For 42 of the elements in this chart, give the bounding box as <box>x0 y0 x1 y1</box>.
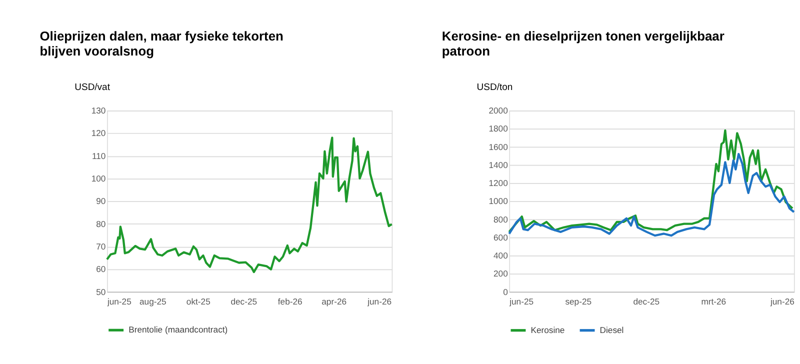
y-tick-label: 100 <box>91 173 106 184</box>
y-tick-label: 60 <box>96 264 106 274</box>
y-tick-label: 90 <box>96 196 106 206</box>
y-tick-label: 120 <box>91 128 106 138</box>
x-tick-label: sep-25 <box>565 296 592 306</box>
y-tick-label: 2000 <box>488 106 508 116</box>
x-tick-label: jun-25 <box>508 296 534 306</box>
chart-title: Kerosine- en dieselprijzen tonen vergelijkbaar patroon <box>442 28 724 58</box>
y-tick-label: 0 <box>503 286 508 297</box>
y-tick-label: 1200 <box>488 178 508 188</box>
line-series <box>508 129 794 234</box>
x-tick-label: apr-26 <box>322 296 347 306</box>
x-tick-label: jun-25 <box>106 296 132 306</box>
x-tick-label: mrt-26 <box>701 296 726 306</box>
legend-label: Kerosine <box>530 324 565 335</box>
x-tick-label: jun-26 <box>769 296 795 306</box>
y-tick-label: 130 <box>91 106 106 116</box>
y-tick-label: 80 <box>96 218 106 229</box>
y-tick-label: 400 <box>494 250 508 261</box>
line-series <box>106 136 393 274</box>
y-tick-label: 110 <box>92 150 106 161</box>
y-tick-label: 200 <box>494 268 508 279</box>
y-tick-label: 50 <box>96 286 106 297</box>
y-axis-title: USD/ton <box>476 82 513 94</box>
x-tick-label: dec-25 <box>230 296 258 306</box>
y-tick-label: 800 <box>494 214 508 224</box>
chart-title: Olieprijzen dalen, maar fysieke tekorten blijven vooralsnog <box>40 28 284 58</box>
y-tick-label: 1800 <box>488 124 508 134</box>
y-tick-label: 70 <box>96 241 106 252</box>
y-tick-label: 600 <box>494 232 508 242</box>
legend-label: Diesel <box>600 324 624 335</box>
line-series <box>508 152 796 237</box>
x-tick-label: dec-25 <box>633 296 660 306</box>
x-tick-label: jun-26 <box>366 296 392 306</box>
y-tick-label: 1400 <box>488 160 508 170</box>
y-tick-label: 1600 <box>488 142 508 152</box>
y-axis-title: USD/vat <box>74 82 110 94</box>
y-tick-label: 1000 <box>488 196 508 206</box>
x-tick-label: feb-26 <box>278 296 303 306</box>
x-tick-label: aug-25 <box>140 296 167 306</box>
legend-label: Brentolie (maandcontract) <box>128 324 228 335</box>
x-tick-label: okt-25 <box>186 296 211 306</box>
